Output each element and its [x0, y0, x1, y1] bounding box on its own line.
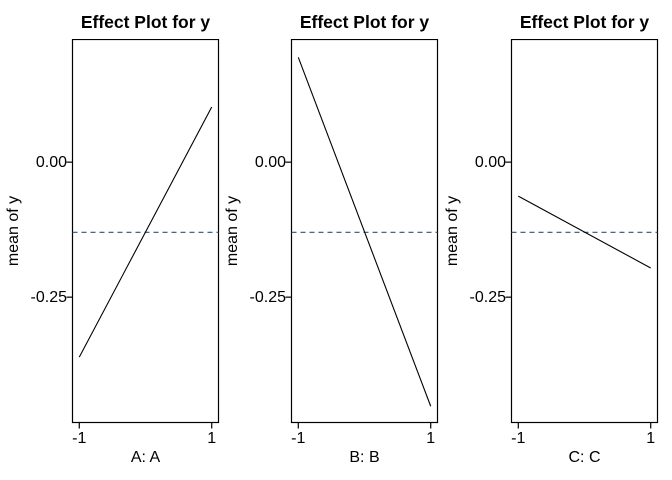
y-tick-label: 0.00	[254, 153, 286, 171]
y-tick-label: -0.25	[469, 288, 506, 306]
plot-area	[285, 39, 439, 429]
y-axis-label: mean of y	[224, 195, 241, 267]
x-tick-label: 1	[646, 430, 656, 447]
x-tick-label: 1	[207, 430, 217, 447]
effect-panel-a: Effect Plot for y mean of y 0.00 -0.25 -…	[0, 0, 233, 480]
effect-panel-c: Effect Plot for y mean of y 0.00 -0.25 -…	[439, 0, 672, 480]
y-tick-label: 0.00	[35, 153, 67, 171]
y-tick-label: 0.00	[474, 153, 506, 171]
plot-area	[66, 39, 220, 429]
x-tick-label: 1	[426, 430, 436, 447]
panel-title: Effect Plot for y	[80, 12, 211, 32]
x-tick-label: -1	[291, 430, 306, 447]
x-tick-label: -1	[72, 430, 87, 447]
panel-title: Effect Plot for y	[519, 12, 650, 32]
y-tick-label: -0.25	[30, 288, 67, 306]
plot-area	[505, 39, 659, 429]
x-axis-label: A: A	[130, 449, 161, 466]
panel-title: Effect Plot for y	[299, 12, 430, 32]
x-axis-label: C: C	[568, 449, 601, 466]
y-axis-label: mean of y	[5, 195, 22, 267]
y-axis-label: mean of y	[444, 195, 461, 267]
y-tick-label: -0.25	[249, 288, 286, 306]
effect-panel-b: Effect Plot for y mean of y 0.00 -0.25 -…	[219, 0, 452, 480]
x-tick-label: -1	[511, 430, 526, 447]
x-axis-label: B: B	[349, 449, 380, 466]
